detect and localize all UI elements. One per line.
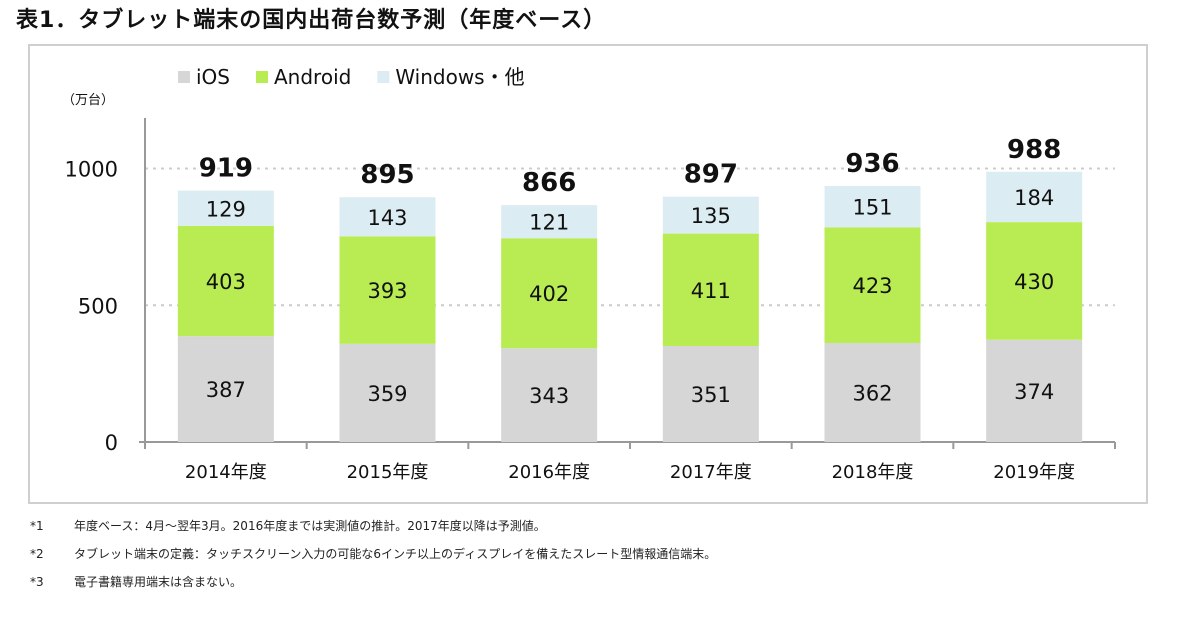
bar-segment-0-0 bbox=[177, 336, 274, 442]
bar-value-label-1-5: 430 bbox=[1014, 270, 1054, 294]
bar-value-label-2-3: 135 bbox=[691, 204, 731, 228]
x-tick-label-1: 2015年度 bbox=[347, 462, 429, 483]
bar-segment-2-4 bbox=[824, 186, 921, 228]
footnotes: *1 年度ベース：4月～翌年3月。2016年度までは実測値の推計。2017年度以降… bbox=[30, 512, 716, 596]
y-tick-label-1: 500 bbox=[78, 294, 118, 318]
bar-segment-1-5 bbox=[986, 222, 1083, 340]
footnote-1-mark: *1 bbox=[30, 519, 44, 533]
bar-segment-2-2 bbox=[501, 205, 598, 239]
footnote-1: *1 年度ベース：4月～翌年3月。2016年度までは実測値の推計。2017年度以降… bbox=[30, 512, 716, 540]
page-title: 表1．タブレット端末の国内出荷台数予測（年度ベース） bbox=[16, 8, 607, 33]
bar-value-label-1-1: 393 bbox=[367, 279, 407, 303]
bar-value-label-1-3: 411 bbox=[691, 279, 731, 303]
bar-value-label-2-4: 151 bbox=[852, 196, 892, 220]
y-tick-label-0: 0 bbox=[105, 431, 118, 455]
footnote-2-text: タブレット端末の定義：タッチスクリーン入力の可能な6インチ以上のディスプレイを備… bbox=[74, 547, 717, 561]
bar-segment-0-4 bbox=[824, 342, 921, 442]
y-axis-unit-label: （万台） bbox=[62, 93, 114, 108]
bar-value-label-1-2: 402 bbox=[529, 282, 569, 306]
legend-swatch-0 bbox=[178, 71, 190, 83]
bar-value-label-1-4: 423 bbox=[852, 274, 892, 298]
bar-segment-0-1 bbox=[339, 343, 436, 442]
y-tick-label-2: 1000 bbox=[65, 158, 118, 182]
bar-total-label-3: 897 bbox=[684, 160, 738, 190]
x-tick-label-5: 2019年度 bbox=[993, 462, 1075, 483]
bar-value-label-0-4: 362 bbox=[852, 381, 892, 405]
bar-value-label-2-0: 129 bbox=[206, 197, 246, 221]
bar-segment-2-3 bbox=[662, 196, 759, 234]
chart-frame bbox=[28, 44, 1148, 504]
bar-segment-0-5 bbox=[986, 339, 1083, 442]
bar-total-label-0: 919 bbox=[199, 154, 253, 184]
footnote-3-text: 電子書籍専用端末は含まない。 bbox=[74, 575, 243, 589]
bar-value-label-2-2: 121 bbox=[529, 211, 569, 235]
bar-segment-1-2 bbox=[501, 238, 598, 349]
bar-segment-0-2 bbox=[501, 348, 598, 442]
legend-swatch-2 bbox=[377, 71, 390, 83]
bar-value-label-0-0: 387 bbox=[206, 378, 246, 402]
bar-segment-1-0 bbox=[177, 225, 274, 337]
footnote-2: *2 タブレット端末の定義：タッチスクリーン入力の可能な6インチ以上のディスプレイ… bbox=[30, 540, 716, 568]
legend-label-2: Windows・他 bbox=[395, 65, 524, 89]
bar-value-label-2-1: 143 bbox=[367, 206, 407, 230]
footnote-3-mark: *3 bbox=[30, 575, 44, 589]
footnote-3: *3 電子書籍専用端末は含まない。 bbox=[30, 568, 716, 596]
legend-label-0: iOS bbox=[196, 65, 230, 89]
legend-swatch-1 bbox=[256, 71, 268, 83]
bar-segment-0-3 bbox=[662, 346, 759, 442]
bar-segment-2-1 bbox=[339, 197, 436, 237]
x-tick-label-0: 2014年度 bbox=[185, 462, 267, 483]
stacked-bar-chart: （万台） 0 500 1000 387 403 129 919 2014年度 359 393 143 8… bbox=[62, 65, 1116, 483]
bar-total-label-2: 866 bbox=[522, 168, 576, 198]
bar-total-label-5: 988 bbox=[1007, 135, 1061, 165]
legend-label-1: Android bbox=[274, 65, 351, 89]
bar-total-label-1: 895 bbox=[360, 160, 414, 190]
footnote-1-text: 年度ベース：4月～翌年3月。2016年度までは実測値の推計。2017年度以降は予… bbox=[74, 519, 546, 533]
bar-total-label-4: 936 bbox=[845, 149, 899, 179]
bar-value-label-1-0: 403 bbox=[206, 270, 246, 294]
bar-segment-2-0 bbox=[177, 190, 274, 226]
bar-segment-1-4 bbox=[824, 227, 921, 343]
bar-value-label-0-2: 343 bbox=[529, 384, 569, 408]
x-tick-label-3: 2017年度 bbox=[670, 462, 752, 483]
bar-segment-1-3 bbox=[662, 233, 759, 347]
bar-segment-2-5 bbox=[986, 171, 1083, 223]
bar-segment-1-1 bbox=[339, 236, 436, 344]
bar-value-label-0-3: 351 bbox=[691, 383, 731, 407]
bar-value-label-0-5: 374 bbox=[1014, 380, 1054, 404]
bar-value-label-2-5: 184 bbox=[1014, 186, 1054, 210]
bar-value-label-0-1: 359 bbox=[367, 382, 407, 406]
x-tick-label-4: 2018年度 bbox=[832, 462, 914, 483]
x-tick-label-2: 2016年度 bbox=[508, 462, 590, 483]
footnote-2-mark: *2 bbox=[30, 547, 44, 561]
